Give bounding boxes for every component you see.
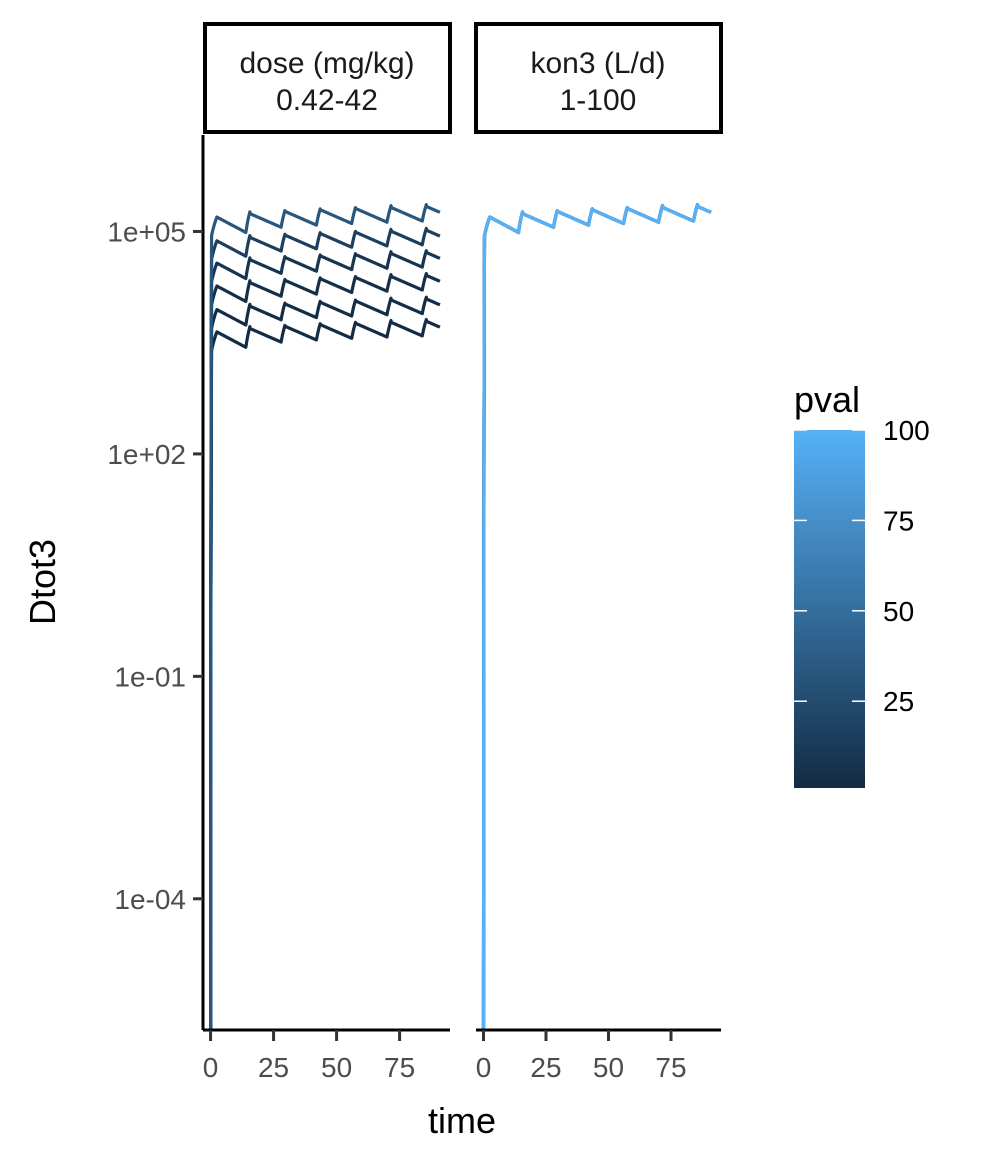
series-line-dose-0 bbox=[209, 317, 442, 1031]
series-line-dose-1 bbox=[209, 295, 442, 1031]
panel-dose-lines bbox=[209, 203, 442, 1031]
facet-strip-dose: dose (mg/kg) 0.42-42 bbox=[203, 22, 452, 134]
facet-strip-label-line2: 0.42-42 bbox=[276, 84, 378, 117]
series-line-dose-4 bbox=[209, 226, 442, 1031]
y-tick-label: 1e+05 bbox=[107, 216, 186, 247]
x-tick-label: 50 bbox=[593, 1052, 624, 1083]
facet-strip-label-line1: dose (mg/kg) bbox=[239, 47, 414, 80]
x-tick-label: 25 bbox=[530, 1052, 561, 1083]
series-line-kon3-3 bbox=[481, 203, 713, 1031]
x-tick-label: 75 bbox=[384, 1052, 415, 1083]
legend-colorbar bbox=[794, 430, 865, 788]
legend-tick-label: 100 bbox=[883, 415, 930, 446]
y-tick-label: 1e+02 bbox=[107, 439, 186, 470]
series-line-dose-3 bbox=[209, 249, 442, 1031]
y-tick-label: 1e-04 bbox=[114, 884, 186, 915]
legend-tick-label: 25 bbox=[883, 686, 914, 717]
legend-tick-label: 75 bbox=[883, 505, 914, 536]
y-axis-ticks: 1e-04 1e-01 1e+02 1e+05 bbox=[107, 216, 203, 915]
series-line-dose-2 bbox=[209, 272, 442, 1031]
facet-strip-box bbox=[203, 22, 452, 134]
facet-strip-label-line1: kon3 (L/d) bbox=[530, 47, 665, 80]
x-tick-label: 75 bbox=[655, 1052, 686, 1083]
facet-strip-kon3: kon3 (L/d) 1-100 bbox=[474, 22, 723, 134]
legend-title: pval bbox=[794, 379, 860, 420]
x-axis-ticks: 0 25 50 75 0 25 50 75 bbox=[203, 1030, 687, 1083]
facet-strip-label-line2: 1-100 bbox=[560, 84, 637, 117]
legend-tick-label: 50 bbox=[883, 596, 914, 627]
legend-ticks: 25 50 75 100 bbox=[794, 415, 930, 717]
series-line-dose-5 bbox=[209, 203, 442, 1031]
x-tick-label: 0 bbox=[203, 1052, 219, 1083]
x-axis-title: time bbox=[428, 1100, 496, 1141]
facet-strip-box bbox=[474, 22, 723, 134]
series-line-kon3-1 bbox=[481, 203, 713, 1031]
series-line-kon3-0 bbox=[481, 203, 713, 1031]
x-tick-label: 50 bbox=[321, 1052, 352, 1083]
panel-kon3-lines bbox=[481, 203, 713, 1031]
x-tick-label: 25 bbox=[258, 1052, 289, 1083]
y-tick-label: 1e-01 bbox=[114, 661, 186, 692]
y-axis-title: Dtot3 bbox=[22, 539, 63, 625]
legend: pval 25 50 75 100 bbox=[794, 379, 930, 788]
x-tick-label: 0 bbox=[476, 1052, 492, 1083]
series-line-kon3-2 bbox=[481, 203, 713, 1031]
